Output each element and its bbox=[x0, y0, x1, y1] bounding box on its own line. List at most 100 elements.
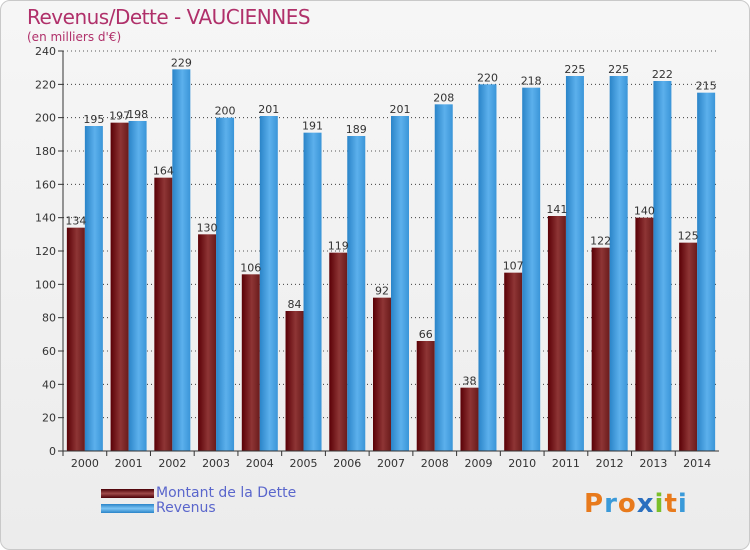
bar-revenus-2007 bbox=[391, 116, 409, 451]
x-tick-label-2014: 2014 bbox=[683, 457, 711, 470]
bar-dette-2004 bbox=[241, 274, 260, 451]
value-label-revenus-2006: 189 bbox=[346, 123, 367, 136]
x-tick-label-2002: 2002 bbox=[158, 457, 186, 470]
logo-letter: x bbox=[636, 489, 655, 519]
bar-revenus-2010 bbox=[522, 87, 541, 452]
chart-subtitle: (en milliers d'€) bbox=[27, 30, 122, 44]
y-tick-label-120: 120 bbox=[35, 245, 56, 258]
value-label-dette-2005: 84 bbox=[288, 298, 302, 311]
bar-dette-2006 bbox=[329, 252, 348, 451]
value-label-revenus-2009: 220 bbox=[477, 71, 498, 84]
value-label-revenus-2005: 191 bbox=[302, 120, 323, 133]
value-label-revenus-2004: 201 bbox=[258, 103, 279, 116]
bar-revenus-2000 bbox=[84, 126, 103, 451]
value-label-dette-2008: 66 bbox=[419, 328, 433, 341]
legend-swatch-dette bbox=[101, 489, 154, 498]
bar-dette-2011 bbox=[547, 216, 566, 451]
bar-revenus-2008 bbox=[434, 104, 453, 451]
value-label-revenus-2014: 215 bbox=[696, 80, 717, 93]
value-label-dette-2009: 38 bbox=[462, 375, 476, 388]
y-tick-label-220: 220 bbox=[35, 78, 56, 91]
y-tick-label-180: 180 bbox=[35, 145, 56, 158]
logo-letter: o bbox=[617, 489, 637, 519]
proxiti-logo: Proxiti bbox=[584, 489, 688, 519]
y-tick-label-100: 100 bbox=[35, 278, 56, 291]
y-tick-label-20: 20 bbox=[42, 412, 56, 425]
value-label-dette-2014: 125 bbox=[678, 230, 699, 243]
bar-dette-2008 bbox=[416, 341, 435, 451]
y-tick-label-0: 0 bbox=[49, 445, 56, 458]
value-label-revenus-2008: 208 bbox=[433, 91, 454, 104]
value-label-dette-2004: 106 bbox=[240, 261, 261, 274]
y-tick-label-140: 140 bbox=[35, 212, 56, 225]
bar-dette-2001 bbox=[110, 122, 129, 452]
y-tick-label-160: 160 bbox=[35, 178, 56, 191]
bar-revenus-2011 bbox=[565, 76, 584, 451]
bar-revenus-2002 bbox=[172, 69, 191, 451]
bar-dette-2000 bbox=[66, 227, 85, 451]
bar-revenus-2012 bbox=[609, 76, 628, 451]
bar-revenus-2004 bbox=[259, 116, 278, 451]
bar-revenus-2005 bbox=[303, 132, 322, 451]
bar-revenus-2003 bbox=[216, 117, 235, 452]
y-tick-label-40: 40 bbox=[42, 378, 56, 391]
value-label-revenus-2013: 222 bbox=[652, 68, 673, 81]
bar-dette-2013 bbox=[635, 217, 654, 451]
axis-layer: 2000 2001 2002 2003 2004 2005 2006 2007 2008 2009… bbox=[62, 51, 719, 470]
bar-revenus-2013 bbox=[653, 81, 672, 451]
bar-dette-2007 bbox=[373, 297, 391, 451]
y-tick-label-200: 200 bbox=[35, 112, 56, 125]
value-label-revenus-2007: 201 bbox=[390, 103, 411, 116]
value-label-revenus-2010: 218 bbox=[521, 75, 542, 88]
y-tick-label-60: 60 bbox=[42, 345, 56, 358]
value-label-revenus-2011: 225 bbox=[564, 63, 585, 76]
logo-letter: P bbox=[584, 489, 605, 519]
bar-dette-2009 bbox=[460, 387, 479, 451]
bar-revenus-2006 bbox=[347, 136, 366, 451]
x-tick-label-2006: 2006 bbox=[333, 457, 361, 470]
legend-label-revenus: Revenus bbox=[156, 500, 216, 516]
value-label-dette-2013: 140 bbox=[634, 205, 655, 218]
x-tick-label-2005: 2005 bbox=[290, 457, 318, 470]
logo-letter: r bbox=[604, 489, 618, 519]
x-tick-label-2008: 2008 bbox=[421, 457, 449, 470]
value-label-revenus-2002: 229 bbox=[171, 56, 192, 69]
logo-letter: i bbox=[677, 489, 688, 519]
x-tick-label-2012: 2012 bbox=[596, 457, 624, 470]
x-tick-label-2001: 2001 bbox=[115, 457, 143, 470]
bar-revenus-2009 bbox=[478, 84, 497, 451]
value-label-dette-2011: 141 bbox=[546, 203, 567, 216]
bar-dette-2010 bbox=[504, 272, 523, 451]
value-label-dette-2000: 134 bbox=[65, 215, 86, 228]
bar-dette-2002 bbox=[154, 177, 173, 451]
bars-layer bbox=[66, 69, 716, 452]
bar-revenus-2014 bbox=[697, 92, 716, 452]
x-tick-label-2010: 2010 bbox=[508, 457, 536, 470]
bar-dette-2014 bbox=[679, 242, 698, 451]
value-label-dette-2007: 92 bbox=[375, 285, 389, 298]
y-tick-label-240: 240 bbox=[35, 45, 56, 58]
value-label-dette-2003: 130 bbox=[197, 221, 218, 234]
x-tick-label-2011: 2011 bbox=[552, 457, 580, 470]
x-tick-label-2009: 2009 bbox=[464, 457, 492, 470]
value-label-revenus-2012: 225 bbox=[608, 63, 629, 76]
value-label-dette-2001: 197 bbox=[109, 110, 130, 123]
bar-dette-2003 bbox=[198, 234, 217, 451]
logo-letter: i bbox=[654, 489, 665, 519]
x-tick-label-2007: 2007 bbox=[377, 457, 405, 470]
x-tick-label-2013: 2013 bbox=[639, 457, 667, 470]
x-tick-label-2003: 2003 bbox=[202, 457, 230, 470]
value-label-revenus-2001: 198 bbox=[127, 108, 148, 121]
value-label-dette-2012: 122 bbox=[590, 235, 611, 248]
legend-swatch-revenus bbox=[101, 504, 154, 513]
value-label-revenus-2000: 195 bbox=[83, 113, 104, 126]
value-label-dette-2010: 107 bbox=[503, 260, 524, 273]
legend-label-dette: Montant de la Dette bbox=[156, 485, 297, 501]
value-label-dette-2002: 164 bbox=[153, 165, 174, 178]
bar-dette-2005 bbox=[285, 311, 304, 451]
chart-title: Revenus/Dette - VAUCIENNES bbox=[27, 5, 311, 29]
bar-revenus-2001 bbox=[128, 121, 147, 451]
